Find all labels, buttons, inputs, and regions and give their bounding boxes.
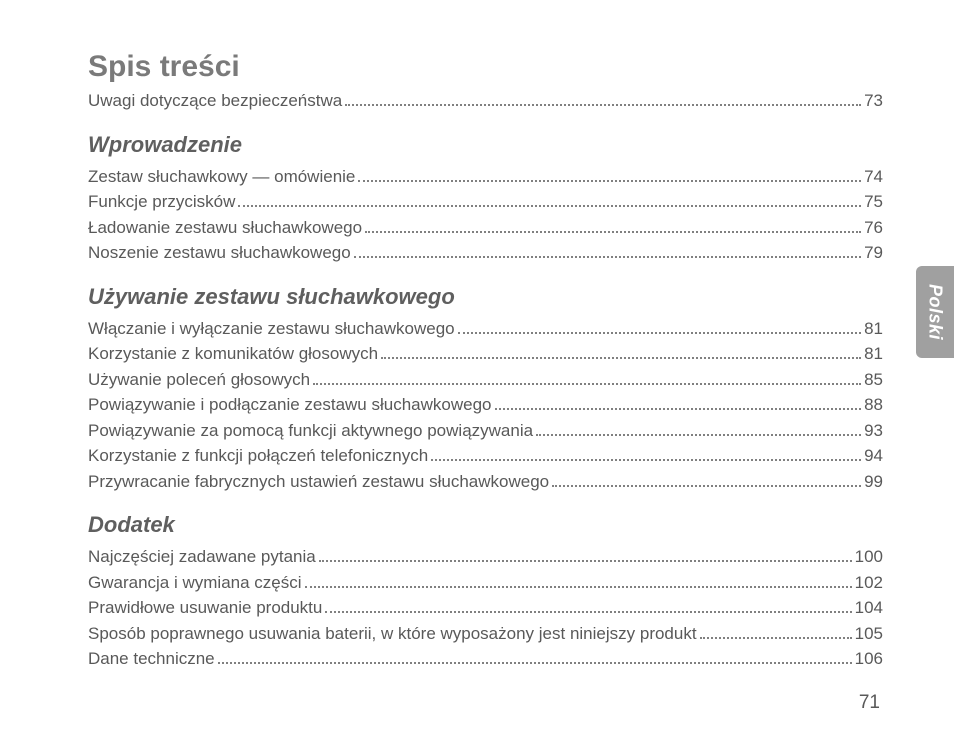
toc-entry: Sposób poprawnego usuwania baterii, w kt… [88, 621, 883, 647]
toc-entry: Noszenie zestawu słuchawkowego 79 [88, 240, 883, 266]
toc-entry-label: Powiązywanie i podłączanie zestawu słuch… [88, 392, 492, 418]
toc-entry-label: Korzystanie z komunikatów głosowych [88, 341, 378, 367]
toc-entry-label: Gwarancja i wymiana części [88, 570, 302, 596]
toc-entry-label: Zestaw słuchawkowy — omówienie [88, 164, 355, 190]
toc-entry: Powiązywanie za pomocą funkcji aktywnego… [88, 418, 883, 444]
toc-entry-label: Noszenie zestawu słuchawkowego [88, 240, 351, 266]
toc-entry-page: 88 [864, 392, 883, 418]
toc-entry: Powiązywanie i podłączanie zestawu słuch… [88, 392, 883, 418]
toc-leader-dots [313, 383, 861, 385]
toc-entry: Prawidłowe usuwanie produktu 104 [88, 595, 883, 621]
toc-entry-page: 73 [864, 88, 883, 114]
toc-entry-page: 93 [864, 418, 883, 444]
language-tab-label: Polski [925, 284, 946, 340]
toc-leader-dots [495, 408, 862, 410]
toc-entry-page: 85 [864, 367, 883, 393]
toc-entry-label: Sposób poprawnego usuwania baterii, w kt… [88, 621, 697, 647]
toc-section-heading: Wprowadzenie [88, 132, 883, 158]
toc-entry: Uwagi dotyczące bezpieczeństwa 73 [88, 88, 883, 114]
toc-entry-page: 79 [864, 240, 883, 266]
toc-entry-label: Funkcje przycisków [88, 189, 235, 215]
toc-leader-dots [431, 459, 861, 461]
toc-entry: Przywracanie fabrycznych ustawień zestaw… [88, 469, 883, 495]
toc-entry-page: 99 [864, 469, 883, 495]
toc-entry-label: Prawidłowe usuwanie produktu [88, 595, 322, 621]
toc-leader-dots [365, 231, 861, 233]
toc-entry-label: Używanie poleceń głosowych [88, 367, 310, 393]
toc-entry-label: Przywracanie fabrycznych ustawień zestaw… [88, 469, 549, 495]
toc-entry-page: 81 [864, 316, 883, 342]
toc-leader-dots [381, 357, 861, 359]
toc-section-heading: Używanie zestawu słuchawkowego [88, 284, 883, 310]
toc-section-heading: Dodatek [88, 512, 883, 538]
toc-leader-dots [552, 485, 861, 487]
toc-leader-dots [319, 560, 852, 562]
toc-entry-page: 94 [864, 443, 883, 469]
toc-entry-label: Ładowanie zestawu słuchawkowego [88, 215, 362, 241]
page-number: 71 [859, 692, 880, 714]
toc-list: Uwagi dotyczące bezpieczeństwa 73 Wprowadz… [88, 88, 883, 672]
toc-entry: Funkcje przycisków 75 [88, 189, 883, 215]
toc-leader-dots [218, 662, 852, 664]
language-tab: Polski [916, 266, 954, 358]
toc-entry: Używanie poleceń głosowych 85 [88, 367, 883, 393]
toc-entry: Zestaw słuchawkowy — omówienie 74 [88, 164, 883, 190]
toc-entry-label: Dane techniczne [88, 646, 215, 672]
toc-entry-label: Uwagi dotyczące bezpieczeństwa [88, 88, 342, 114]
toc-entry-page: 104 [855, 595, 883, 621]
toc-entry-page: 102 [855, 570, 883, 596]
toc-entry: Gwarancja i wymiana części 102 [88, 570, 883, 596]
toc-leader-dots [458, 332, 861, 334]
toc-leader-dots [700, 637, 852, 639]
toc-entry-page: 76 [864, 215, 883, 241]
toc-entry: Korzystanie z komunikatów głosowych 81 [88, 341, 883, 367]
toc-entry: Korzystanie z funkcji połączeń telefonic… [88, 443, 883, 469]
toc-leader-dots [325, 611, 851, 613]
toc-entry-page: 75 [864, 189, 883, 215]
toc-entry: Najczęściej zadawane pytania 100 [88, 544, 883, 570]
toc-entry-page: 100 [855, 544, 883, 570]
toc-entry-page: 105 [855, 621, 883, 647]
toc-leader-dots [345, 104, 861, 106]
toc-entry-label: Korzystanie z funkcji połączeń telefonic… [88, 443, 428, 469]
toc-entry: Włączanie i wyłączanie zestawu słuchawko… [88, 316, 883, 342]
page-title: Spis treści [88, 50, 883, 84]
toc-leader-dots [305, 586, 852, 588]
toc-entry-label: Powiązywanie za pomocą funkcji aktywnego… [88, 418, 533, 444]
toc-entry: Dane techniczne 106 [88, 646, 883, 672]
toc-leader-dots [238, 205, 861, 207]
toc-entry-page: 106 [855, 646, 883, 672]
toc-entry-page: 81 [864, 341, 883, 367]
toc-leader-dots [536, 434, 861, 436]
toc-page: Spis treści Uwagi dotyczące bezpieczeńst… [88, 50, 883, 672]
toc-entry: Ładowanie zestawu słuchawkowego 76 [88, 215, 883, 241]
toc-leader-dots [358, 180, 861, 182]
toc-leader-dots [354, 256, 861, 258]
toc-entry-page: 74 [864, 164, 883, 190]
toc-entry-label: Najczęściej zadawane pytania [88, 544, 316, 570]
toc-entry-label: Włączanie i wyłączanie zestawu słuchawko… [88, 316, 455, 342]
